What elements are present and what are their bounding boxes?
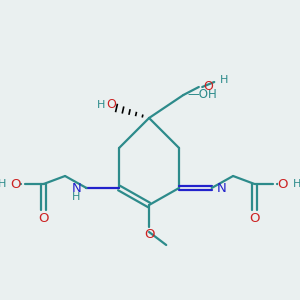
Text: O: O [278,178,288,190]
Text: —OH: —OH [188,88,218,100]
Text: O: O [249,212,260,226]
Text: O: O [38,212,49,226]
Text: O: O [106,98,116,112]
Text: H: H [0,179,7,189]
Text: O: O [144,227,154,241]
Text: O: O [203,80,213,92]
Text: N: N [72,182,81,194]
Text: H: H [72,192,80,202]
Text: H: H [97,100,105,110]
Text: O: O [10,178,20,190]
Text: N: N [217,182,226,194]
Text: H: H [293,179,300,189]
Text: H: H [220,75,229,85]
